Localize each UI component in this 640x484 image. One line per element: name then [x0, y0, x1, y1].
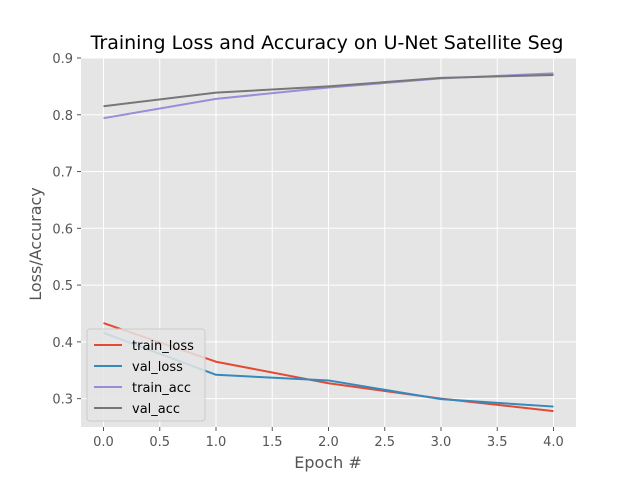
x-tick-label: 1.5: [262, 435, 283, 450]
x-tick-label: 4.0: [543, 435, 564, 450]
legend-label: train_loss: [132, 339, 194, 354]
y-axis-label: Loss/Accuracy: [26, 187, 45, 301]
y-tick-label: 0.4: [52, 336, 73, 351]
y-tick-label: 0.7: [52, 166, 73, 181]
legend-box: [86, 328, 206, 422]
legend-label: train_acc: [132, 381, 191, 396]
series-line-val-acc: [103, 74, 554, 108]
y-tick-label: 0.6: [52, 222, 73, 237]
x-tick-label: 0.5: [149, 435, 170, 450]
x-tick-label: 2.0: [318, 435, 339, 450]
x-tick-label: 0.0: [93, 435, 114, 450]
x-tick-label: 2.5: [374, 435, 395, 450]
grid-layer: [81, 57, 576, 427]
legend-label: val_acc: [132, 402, 180, 417]
legend-label: val_loss: [132, 360, 183, 375]
y-tick-label: 0.8: [52, 109, 73, 124]
legend: train_loss val_loss train_acc val_acc: [86, 328, 206, 422]
x-tick-label: 3.5: [487, 435, 508, 450]
y-tick-label: 0.3: [52, 393, 73, 408]
chart-title: Training Loss and Accuracy on U-Net Sate…: [90, 32, 564, 54]
y-tick-label: 0.9: [52, 52, 73, 67]
x-tick-label: 1.0: [206, 435, 227, 450]
x-axis-label: Epoch #: [294, 453, 361, 472]
y-tick-label: 0.5: [52, 279, 73, 294]
ticks-layer: 0.0 0.5 1.0 1.5 2.0 2.5 3.0 3.5 4.0 0.3 0.4 0.5 0.6 0…: [52, 52, 564, 450]
x-tick-label: 3.0: [431, 435, 452, 450]
